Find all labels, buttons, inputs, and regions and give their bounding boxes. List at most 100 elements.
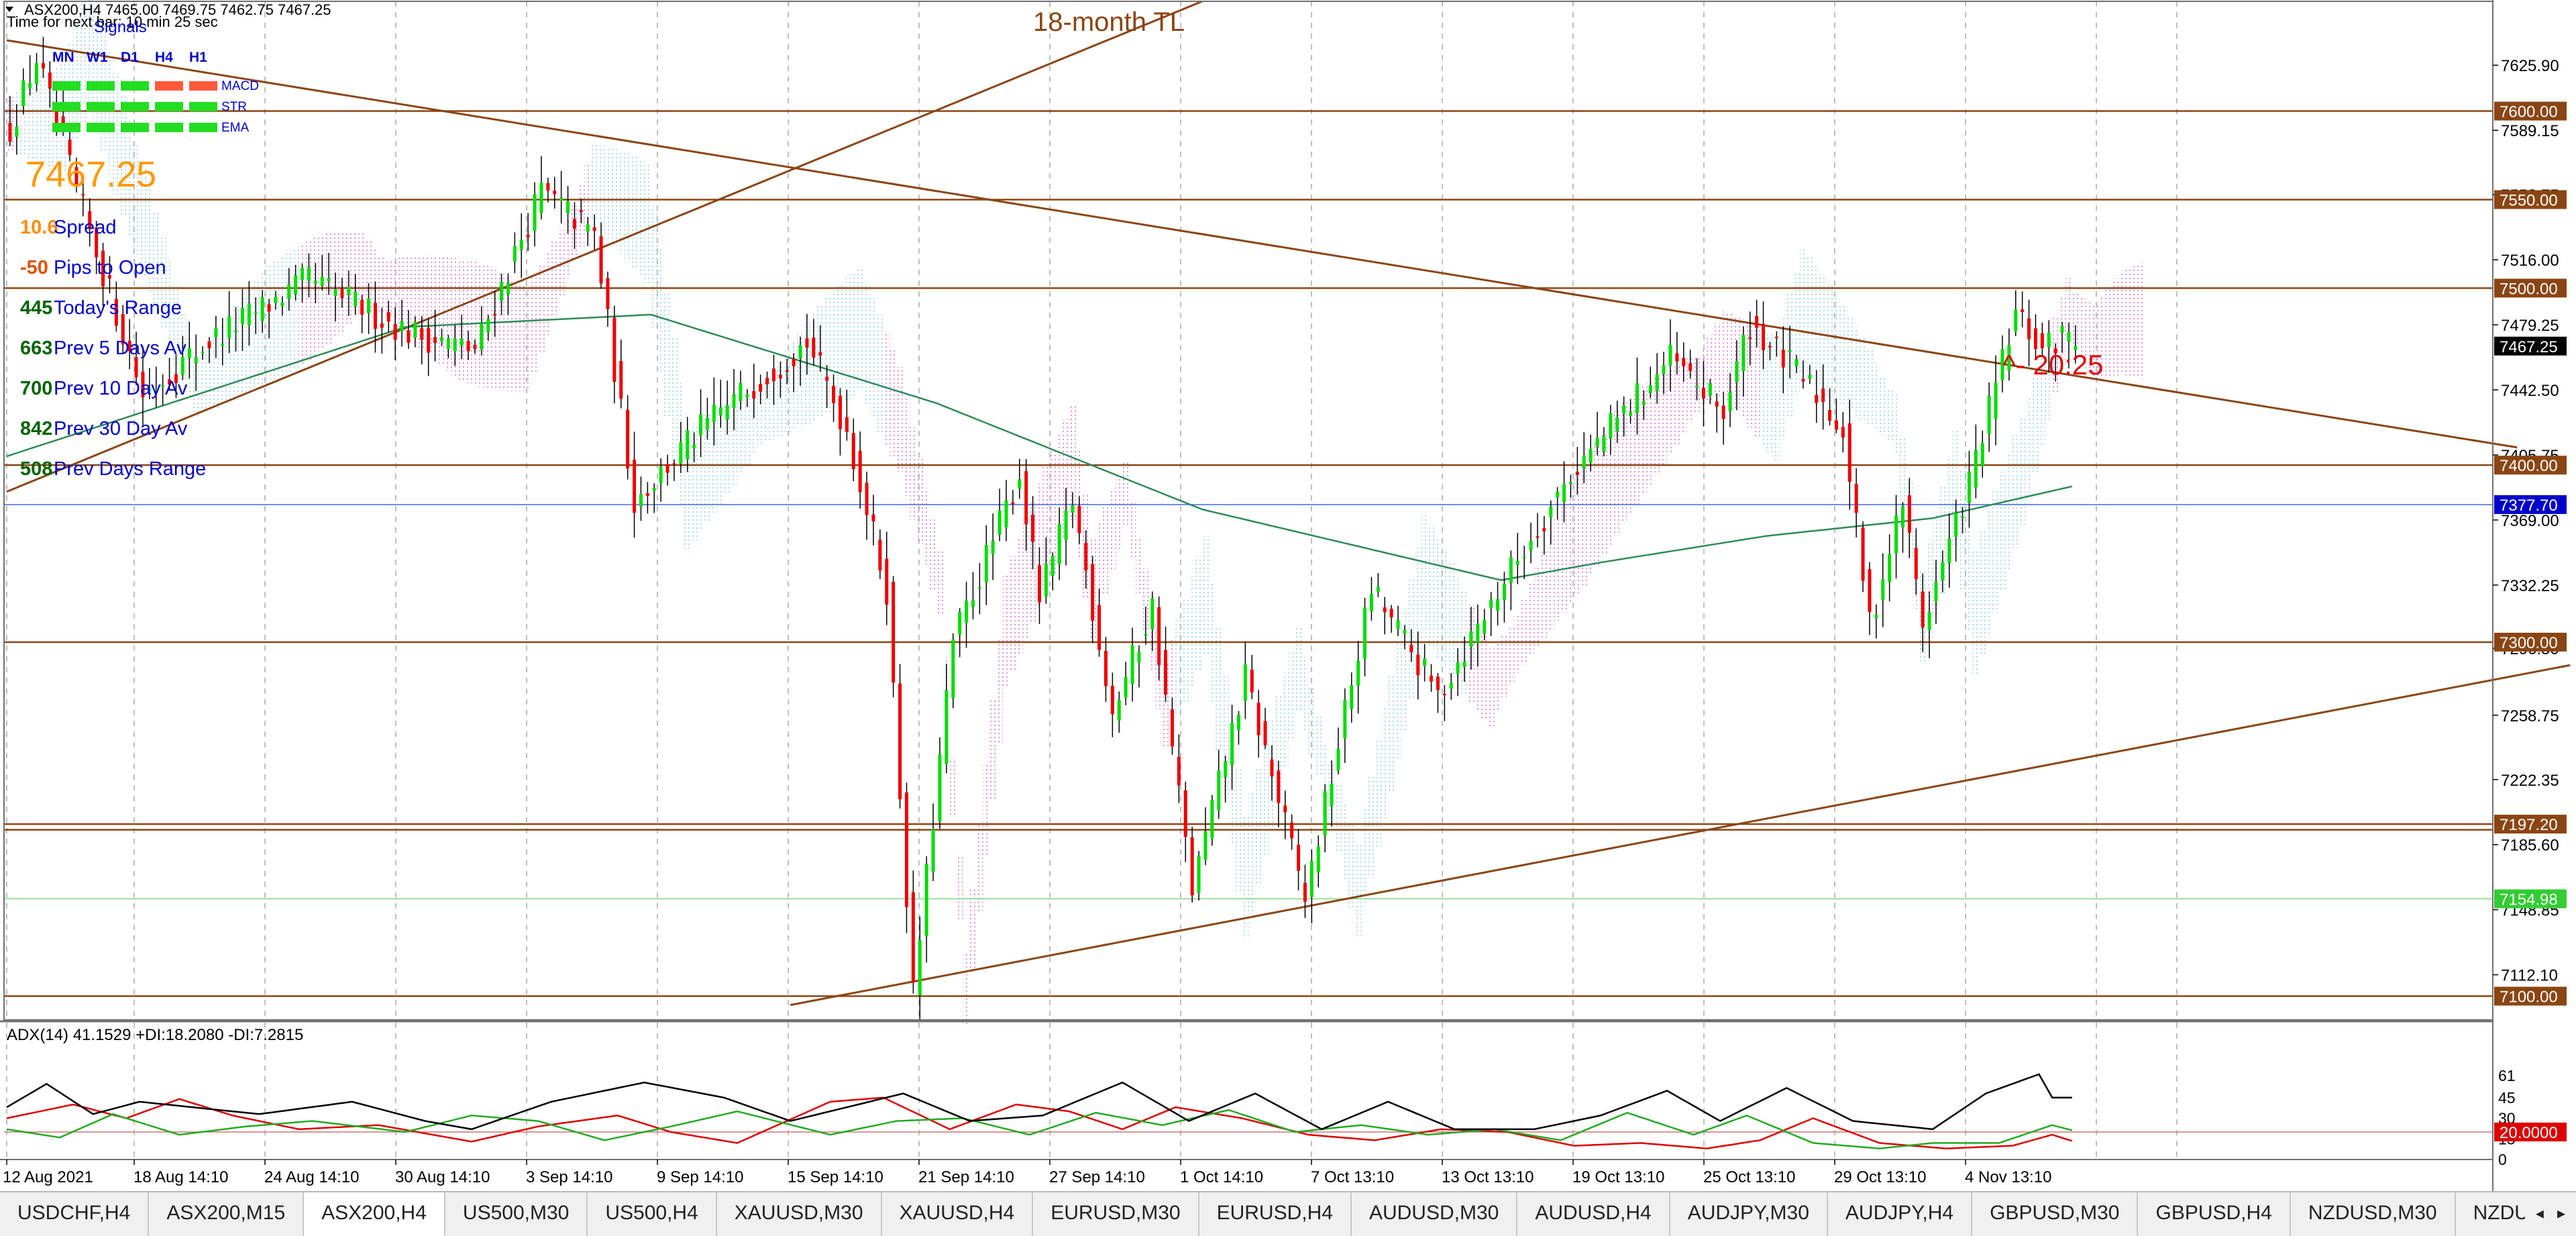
cloud-segment	[2012, 435, 2019, 548]
cloud-segment	[743, 395, 751, 465]
candle-body	[1369, 593, 1373, 611]
cloud-segment	[1627, 395, 1634, 514]
candle-body	[1309, 861, 1313, 897]
candle-body	[977, 587, 981, 589]
candle-body	[1469, 631, 1473, 647]
candle-body	[1057, 523, 1061, 564]
cloud-segment	[1434, 538, 1442, 659]
candle-body	[480, 323, 484, 350]
cloud-segment	[1102, 506, 1110, 595]
candle-body	[433, 337, 437, 344]
chart-tab[interactable]: US500,H4	[588, 1192, 717, 1236]
cloud-segment	[717, 406, 724, 505]
candle-body	[1044, 564, 1048, 597]
cloud-segment	[1295, 627, 1302, 711]
candle-body	[1277, 770, 1281, 803]
cloud-segment	[976, 825, 983, 914]
candle-body	[41, 63, 45, 69]
cloud-segment	[604, 146, 611, 239]
chart-tab[interactable]: NZDUSD,M30	[2291, 1192, 2456, 1236]
scroll-right-icon[interactable]: ▸	[2557, 1204, 2565, 1223]
candle-body	[1721, 405, 1725, 419]
candle-body	[1854, 484, 1858, 513]
cloud-segment	[411, 255, 419, 343]
cloud-segment	[1288, 650, 1295, 740]
chart-tab[interactable]: AUDJPY,M30	[1670, 1192, 1828, 1236]
price-tick-label: 7332.25	[2501, 577, 2559, 595]
candle-body	[1442, 694, 1446, 696]
candle-body	[1954, 513, 1958, 537]
cloud-segment	[1421, 515, 1428, 639]
candle-body	[586, 224, 590, 232]
candle-body	[1097, 605, 1102, 650]
candle-body	[1808, 374, 1812, 379]
candle-body	[1748, 337, 1752, 339]
chart-tab[interactable]: ASX200,M15	[149, 1192, 305, 1236]
cloud-segment	[159, 237, 166, 329]
chart-tab[interactable]: AUDUSD,M30	[1352, 1192, 1518, 1236]
stat-label: Prev 5 Days Av	[54, 338, 186, 359]
chart-tab[interactable]: AUDUSD,H4	[1517, 1192, 1670, 1236]
candle-body	[254, 312, 258, 314]
cloud-segment	[1335, 783, 1342, 853]
cloud-segment	[1707, 335, 1714, 401]
candle-body	[386, 312, 390, 322]
cloud-segment	[843, 278, 851, 401]
candle-body	[1031, 514, 1035, 542]
stat-label: Prev Days Range	[54, 458, 206, 480]
candle-body	[1847, 423, 1851, 482]
candle-body	[148, 389, 152, 391]
cloud-segment	[1129, 501, 1136, 560]
time-tick-label: 3 Sep 14:10	[526, 1168, 612, 1186]
adx-level-box	[2494, 1123, 2567, 1141]
candle-body	[1907, 495, 1911, 533]
time-tick-label: 21 Sep 14:10	[918, 1168, 1014, 1186]
scroll-left-icon[interactable]: ◂	[2535, 1204, 2544, 1223]
candle-body	[665, 464, 669, 473]
time-axis: 12 Aug 2021 18 Aug 14:10 24 Aug 14:10 30 Au…	[3, 1160, 2051, 1186]
candle-body	[539, 182, 543, 213]
candle-body	[1236, 715, 1240, 731]
candle-body	[1987, 395, 1991, 434]
cloud-segment	[1746, 321, 1754, 428]
cloud-segment	[1613, 411, 1621, 534]
candle-body	[446, 338, 450, 349]
candle-body	[1476, 623, 1480, 643]
candle-body	[267, 304, 271, 312]
chart-tab[interactable]: XAUUSD,H4	[882, 1192, 1034, 1236]
chart-tab[interactable]: ASX200,H4	[304, 1192, 445, 1236]
chart-tab[interactable]: GBPUSD,H4	[2138, 1192, 2291, 1236]
collapse-arrow-icon[interactable]	[5, 7, 13, 12]
cloud-segment	[617, 150, 625, 255]
time-tick-label: 1 Oct 14:10	[1180, 1168, 1263, 1186]
candle-body	[1177, 757, 1181, 786]
chart-tab[interactable]: US500,M30	[445, 1192, 588, 1236]
cloud-segment	[1660, 372, 1667, 466]
chart-tab[interactable]: AUDJPY,H4	[1828, 1192, 1973, 1236]
candle-body	[320, 276, 324, 287]
price-level-label: 7600.00	[2500, 103, 2558, 121]
chart-tab[interactable]: EURUSD,M30	[1033, 1192, 1199, 1236]
candle-body	[294, 275, 298, 295]
cloud-segment	[206, 344, 213, 411]
chart-tab[interactable]: XAUUSD,M30	[717, 1192, 882, 1236]
cloud-segment	[1633, 390, 1641, 505]
cloud-segment	[1866, 350, 1873, 424]
candle-body	[506, 282, 510, 295]
cloud-segment	[1986, 509, 1993, 633]
signal-timeframe: MN	[52, 50, 74, 65]
candle-body	[1024, 471, 1028, 525]
price-level-label: 7100.00	[2500, 988, 2558, 1007]
candle-body	[1104, 650, 1108, 686]
candle-body	[1502, 584, 1506, 601]
chart-tab[interactable]: USDCHF,H4	[0, 1192, 150, 1236]
candle-body	[1536, 536, 1540, 538]
candle-body	[958, 612, 962, 635]
chart-tab[interactable]: GBPUSD,M30	[1972, 1192, 2139, 1236]
price-tick-label: 7185.60	[2501, 837, 2559, 855]
cloud-segment	[431, 255, 439, 360]
candle-body	[1635, 383, 1639, 413]
signal-cell	[87, 81, 115, 91]
chart-tab[interactable]: EURUSD,H4	[1199, 1192, 1352, 1236]
